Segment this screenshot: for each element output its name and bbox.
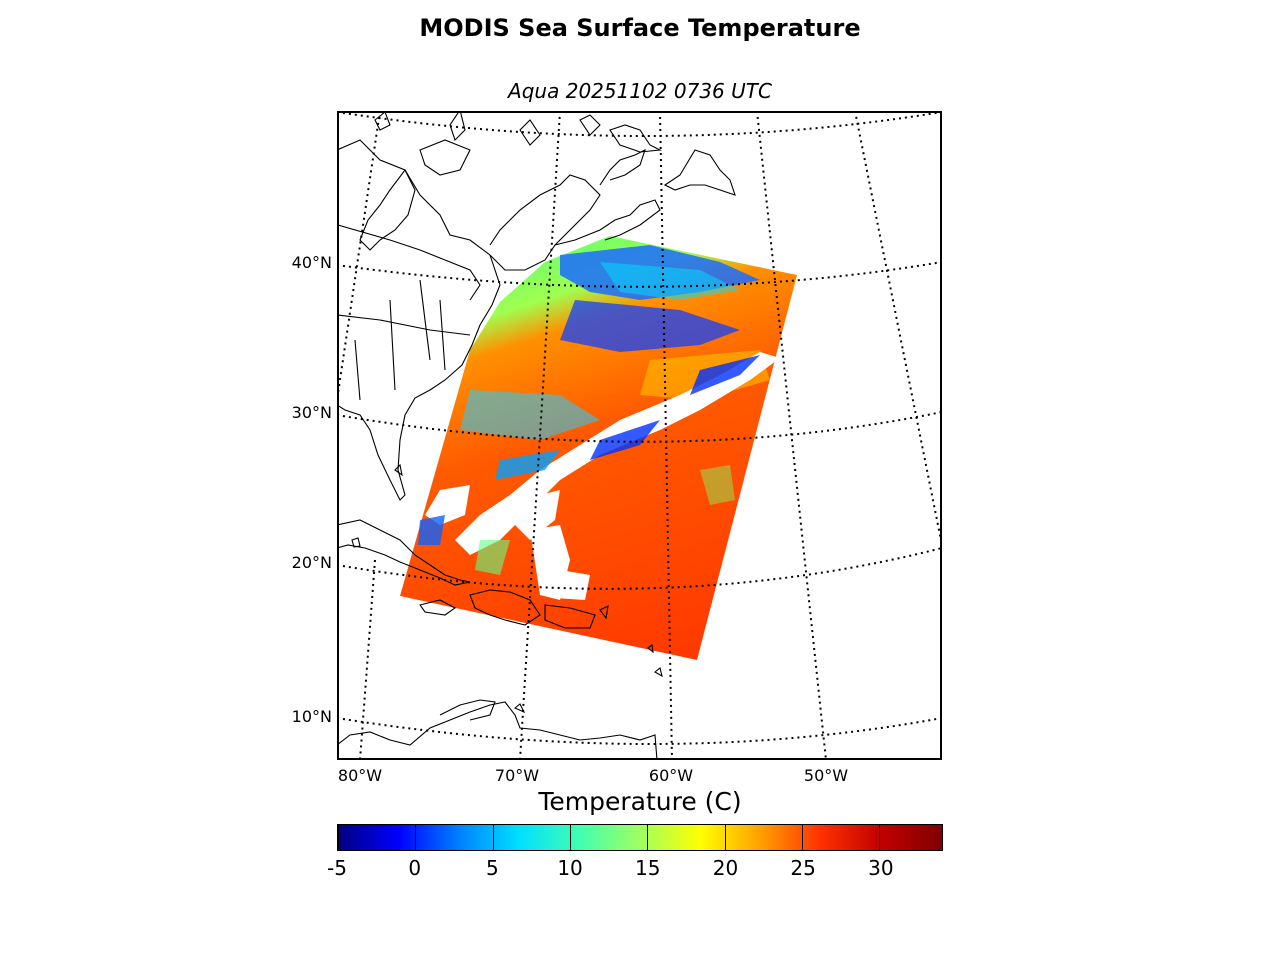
lon-label-50w: 50°W — [803, 766, 849, 785]
lon-label-70w: 70°W — [494, 766, 540, 785]
colorbar-tick-label: 25 — [790, 856, 816, 880]
lat-label-10n: 10°N — [291, 707, 332, 726]
colorbar-tick-label: -5 — [327, 856, 347, 880]
cloud-band — [455, 352, 780, 555]
figure-subtitle: Aqua 20251102 0736 UTC — [508, 79, 772, 103]
colorbar-title: Temperature (C) — [538, 787, 742, 816]
colorbar-tick-label: 30 — [868, 856, 894, 880]
colorbar-tick — [801, 825, 803, 850]
colorbar-tick — [338, 825, 339, 850]
lon-label-80w: 80°W — [337, 766, 383, 785]
colorbar-tick — [879, 825, 881, 850]
colorbar-tick-label: 0 — [408, 856, 422, 880]
figure-title: MODIS Sea Surface Temperature — [419, 14, 861, 42]
sst-swath — [400, 236, 797, 660]
coastlines — [339, 113, 736, 758]
colorbar-tick — [569, 825, 571, 850]
cold-band-mid — [560, 300, 740, 352]
colorbar-tick-label: 20 — [712, 856, 739, 880]
lat-label-40n: 40°N — [291, 253, 332, 272]
colorbar-tick — [724, 825, 726, 850]
lon-label-60w: 60°W — [648, 766, 694, 785]
colorbar — [337, 824, 943, 851]
colorbar-tick — [415, 825, 417, 850]
lat-label-30n: 30°N — [291, 403, 332, 422]
colorbar-tick-label: 15 — [635, 856, 661, 880]
colorbar-tick-label: 5 — [486, 856, 499, 880]
map-canvas — [339, 113, 940, 758]
map-panel — [337, 111, 942, 760]
colorbar-tick-label: 10 — [557, 856, 583, 880]
lat-label-20n: 20°N — [291, 553, 332, 572]
colorbar-tick — [492, 825, 494, 850]
colorbar-tick — [647, 825, 649, 850]
